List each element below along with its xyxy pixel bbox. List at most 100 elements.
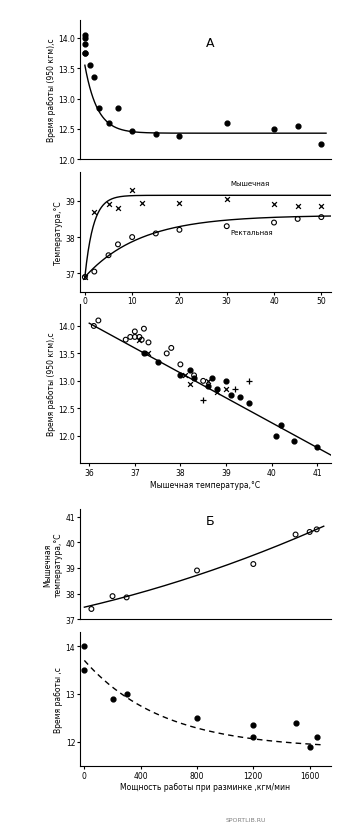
Point — [214, 383, 220, 397]
Point — [314, 523, 320, 537]
Point — [224, 220, 229, 233]
Point — [87, 60, 92, 73]
Point — [271, 123, 277, 137]
Point — [318, 200, 324, 214]
Point — [273, 430, 279, 443]
Point — [139, 197, 144, 210]
Point — [82, 47, 88, 60]
Point — [201, 394, 206, 407]
Point — [82, 47, 88, 60]
Point — [115, 238, 121, 252]
Point — [146, 336, 151, 349]
Point — [223, 375, 229, 388]
Point — [124, 591, 129, 604]
X-axis label: Продолжительность разминки,мин: Продолжительность разминки,мин — [134, 309, 277, 318]
Point — [177, 224, 182, 237]
Point — [237, 392, 242, 405]
Point — [224, 117, 229, 130]
Point — [82, 271, 88, 284]
Point — [271, 217, 277, 230]
Point — [214, 386, 220, 399]
Point — [168, 342, 174, 355]
Point — [194, 564, 200, 577]
Point — [95, 315, 101, 328]
Point — [130, 125, 135, 138]
Point — [292, 436, 297, 449]
Point — [81, 640, 87, 653]
Point — [191, 372, 197, 385]
Point — [278, 419, 283, 432]
Point — [177, 197, 182, 210]
Point — [96, 102, 102, 115]
Point — [92, 206, 97, 219]
Point — [307, 526, 312, 539]
Point — [124, 687, 129, 700]
Point — [251, 558, 256, 571]
Point — [318, 138, 324, 152]
Point — [224, 193, 229, 206]
Point — [314, 440, 320, 454]
Point — [137, 331, 142, 344]
X-axis label: Мощность работы при разминке ,кгм/мин: Мощность работы при разминке ,кгм/мин — [120, 782, 291, 792]
Point — [130, 231, 135, 244]
Point — [251, 730, 256, 744]
Point — [201, 375, 206, 388]
Point — [137, 334, 142, 347]
Point — [178, 359, 183, 372]
Point — [314, 730, 320, 744]
Point — [153, 228, 159, 241]
Text: Б: Б — [206, 515, 215, 527]
Text: Мышечная: Мышечная — [231, 181, 270, 187]
Point — [246, 375, 251, 388]
Point — [251, 719, 256, 732]
X-axis label: Мышечная температура,°С: Мышечная температура,°С — [150, 480, 261, 489]
Point — [295, 120, 300, 133]
Point — [194, 711, 200, 724]
Point — [92, 266, 97, 279]
Point — [115, 102, 121, 115]
Y-axis label: Время работы (950 кгм),с: Время работы (950 кгм),с — [47, 39, 56, 142]
Point — [110, 692, 115, 705]
Y-axis label: Мышечная
температура,°С: Мышечная температура,°С — [43, 532, 63, 596]
Point — [232, 383, 238, 397]
Point — [110, 590, 115, 603]
Point — [81, 663, 87, 676]
Point — [271, 199, 277, 212]
Point — [307, 740, 312, 753]
Point — [191, 369, 197, 383]
Point — [187, 378, 192, 391]
Point — [293, 528, 298, 542]
Y-axis label: Время работы (950 кгм),с: Время работы (950 кгм),с — [47, 332, 56, 436]
Point — [82, 38, 88, 51]
Point — [246, 397, 251, 410]
Point — [115, 202, 121, 215]
Point — [91, 320, 97, 333]
Y-axis label: Время работы ,с: Время работы ,с — [54, 666, 63, 732]
Y-axis label: Температура,°С: Температура,°С — [54, 200, 63, 265]
Point — [187, 363, 192, 377]
Point — [318, 211, 324, 224]
Point — [106, 249, 111, 262]
Point — [82, 271, 88, 284]
Point — [178, 369, 183, 383]
Point — [106, 199, 111, 212]
Point — [106, 117, 111, 130]
Point — [89, 603, 94, 616]
Point — [205, 380, 210, 393]
Point — [82, 29, 88, 42]
Point — [210, 372, 215, 385]
Point — [164, 348, 169, 361]
Point — [205, 375, 210, 388]
Point — [223, 383, 229, 397]
Point — [132, 325, 137, 339]
Point — [295, 213, 300, 226]
Text: Ректальная: Ректальная — [231, 230, 273, 236]
Point — [141, 348, 147, 361]
Point — [182, 369, 188, 383]
Point — [293, 716, 298, 729]
Point — [155, 355, 160, 368]
Point — [177, 131, 182, 144]
Point — [132, 331, 137, 344]
Text: SPORTLIB.RU: SPORTLIB.RU — [225, 817, 266, 822]
Point — [146, 348, 151, 361]
